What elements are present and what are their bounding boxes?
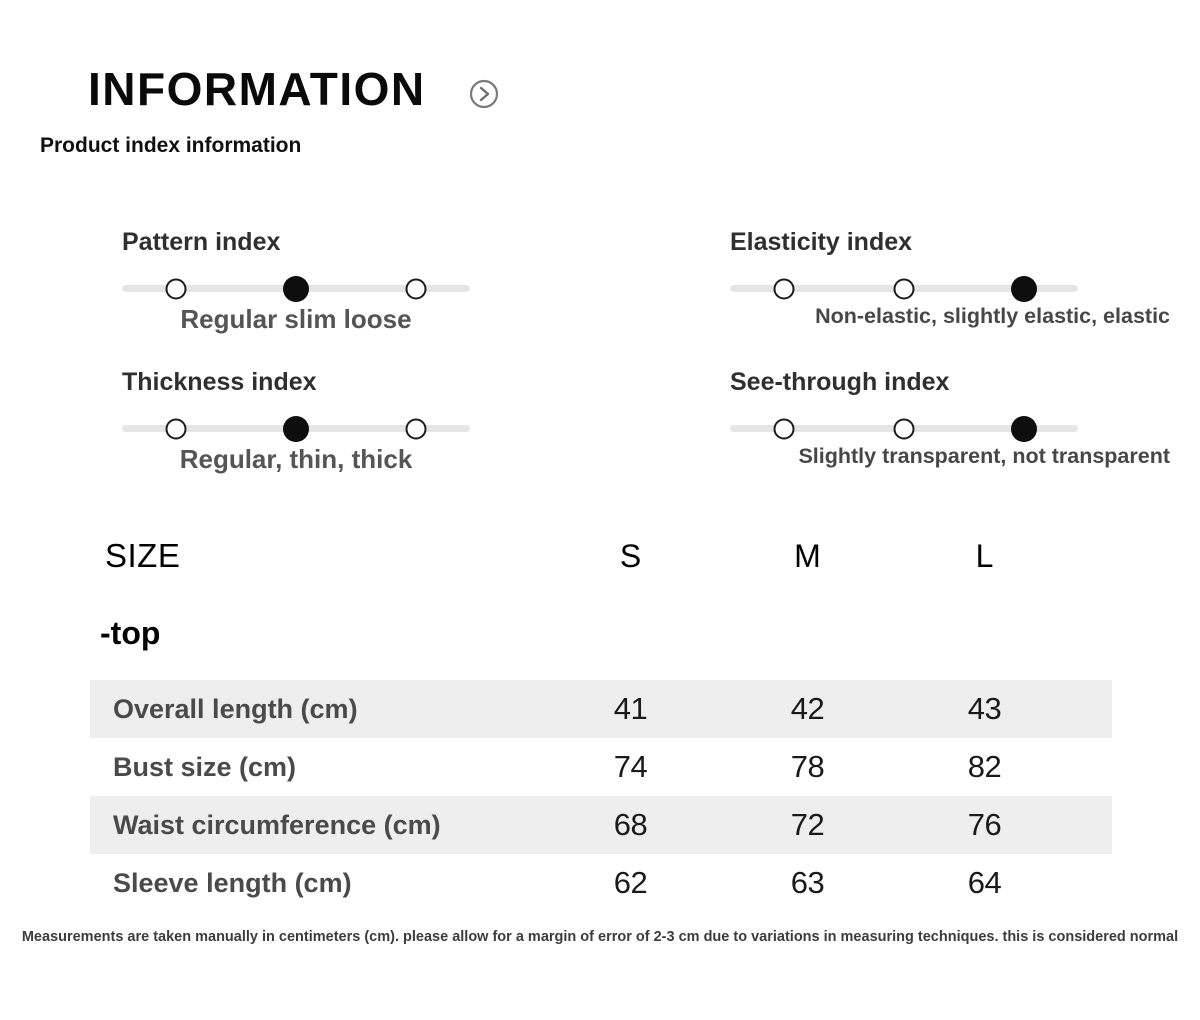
column-header-l: L (975, 537, 994, 574)
slider-dot (773, 278, 795, 299)
slider-dot (165, 418, 187, 439)
column-header-s: S (619, 537, 642, 574)
size-table-body: Overall length (cm) 41 42 43 Bust size (… (90, 680, 1112, 912)
cell-value: 76 (967, 807, 1002, 842)
see-through-index-label: Slightly transparent, not transparent (798, 444, 1170, 468)
section-title-top: -top (100, 615, 161, 651)
cell-value: 63 (790, 865, 825, 900)
chevron-right-circle-icon[interactable] (469, 79, 499, 109)
elasticity-index-title: Elasticity index (730, 228, 913, 256)
cell-value: 82 (967, 749, 1002, 784)
cell-value: 43 (967, 691, 1002, 726)
slider-dot (405, 418, 427, 439)
column-header-m: M (794, 537, 821, 574)
thickness-index-slider (122, 415, 470, 442)
cell-value: 62 (613, 865, 648, 900)
slider-dot (893, 278, 915, 299)
slider-dot (893, 418, 915, 439)
pattern-index-block: Pattern index Regular slim loose (122, 228, 470, 343)
row-label: Bust size (cm) (113, 751, 297, 782)
thickness-index-title: Thickness index (122, 368, 317, 396)
table-row: Waist circumference (cm) 68 72 76 (90, 796, 1112, 854)
slider-dot (165, 278, 187, 299)
thickness-index-block: Thickness index Regular, thin, thick (122, 368, 470, 483)
thickness-index-label: Regular, thin, thick (179, 444, 413, 474)
see-through-index-title: See-through index (730, 368, 950, 396)
see-through-index-slider (730, 415, 1078, 442)
slider-dot (283, 275, 309, 302)
cell-value: 41 (613, 691, 648, 726)
slider-dot (1011, 415, 1038, 442)
page-subtitle: Product index information (40, 134, 302, 157)
slider-dot (283, 415, 309, 442)
slider-dot (1011, 275, 1038, 302)
table-row: Overall length (cm) 41 42 43 (90, 680, 1112, 738)
page-title: INFORMATION (88, 63, 426, 115)
row-label: Overall length (cm) (113, 693, 358, 724)
size-table-header: SIZE S M L (90, 535, 1112, 577)
size-corner-label: SIZE (105, 537, 181, 574)
measurement-disclaimer: Measurements are taken manually in centi… (21, 929, 1179, 945)
pattern-index-slider (122, 275, 470, 302)
cell-value: 68 (613, 807, 648, 842)
elasticity-index-slider (730, 275, 1078, 302)
pattern-index-title: Pattern index (122, 228, 281, 256)
table-row: Sleeve length (cm) 62 63 64 (90, 854, 1112, 912)
row-label: Waist circumference (cm) (113, 809, 441, 840)
row-label: Sleeve length (cm) (113, 867, 352, 898)
table-row: Bust size (cm) 74 78 82 (90, 738, 1112, 796)
elasticity-index-label: Non-elastic, slightly elastic, elastic (815, 304, 1170, 328)
see-through-index-block: See-through index Slightly transparent, … (730, 368, 1170, 483)
elasticity-index-block: Elasticity index Non-elastic, slightly e… (730, 228, 1170, 343)
slider-dot (405, 278, 427, 299)
size-header-row: SIZE S M L (90, 535, 1112, 577)
cell-value: 72 (790, 807, 825, 842)
cell-value: 64 (967, 865, 1002, 900)
cell-value: 74 (613, 749, 648, 784)
cell-value: 78 (790, 749, 825, 784)
pattern-index-label: Regular slim loose (180, 304, 412, 334)
cell-value: 42 (790, 691, 825, 726)
slider-dot (773, 418, 795, 439)
